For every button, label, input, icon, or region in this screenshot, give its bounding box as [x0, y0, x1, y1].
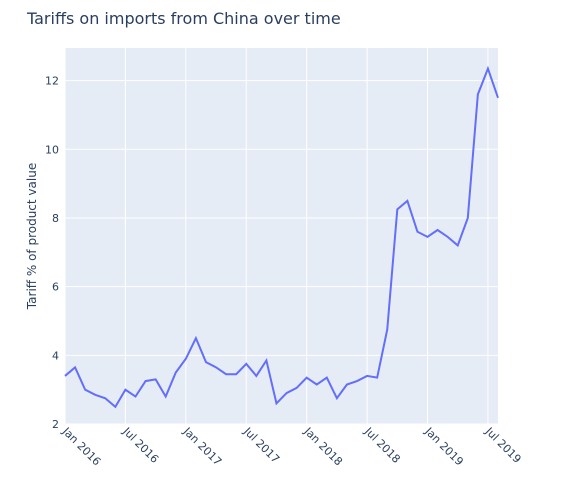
x-tick-label: Jan 2016 [59, 424, 103, 468]
x-tick-label: Jan 2017 [180, 424, 224, 468]
x-tick-label: Jan 2019 [422, 424, 466, 468]
x-tick-label: Jul 2018 [361, 424, 403, 466]
y-tick-label: 12 [45, 75, 59, 88]
x-tick-label: Jul 2016 [120, 424, 162, 466]
chart-title: Tariffs on imports from China over time [26, 9, 341, 28]
y-tick-label: 10 [45, 143, 59, 156]
plot-background [65, 48, 498, 424]
y-axis-title: Tariff % of product value [25, 163, 39, 310]
x-tick-label: Jan 2018 [301, 424, 345, 468]
x-tick-label: Jul 2017 [240, 424, 282, 466]
line-series [64, 65, 499, 409]
y-tick-label: 4 [52, 349, 59, 362]
y-tick-label: 8 [52, 212, 59, 225]
x-tick-label: Jul 2019 [482, 424, 524, 466]
y-tick-label: 6 [52, 281, 59, 294]
y-tick-label: 2 [52, 418, 59, 431]
